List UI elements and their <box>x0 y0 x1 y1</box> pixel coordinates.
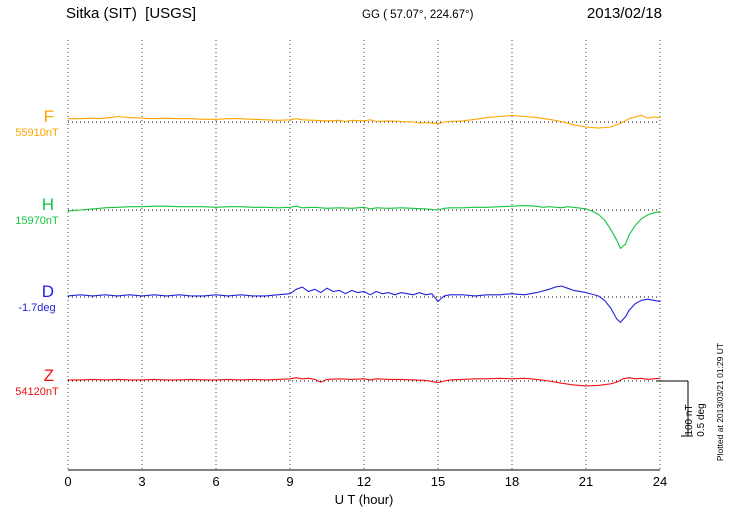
x-tick-label: 18 <box>505 474 519 489</box>
x-tick-label: 9 <box>286 474 293 489</box>
channel-label-z: Z <box>43 366 54 385</box>
x-tick-label: 0 <box>64 474 71 489</box>
x-tick-label: 15 <box>431 474 445 489</box>
trace-d <box>67 285 661 323</box>
x-tick-label: 21 <box>579 474 593 489</box>
channel-label-d: D <box>41 282 54 301</box>
plotted-at-note: Plotted at 2013/03/21 01:29 UT <box>715 342 725 462</box>
station-title: Sitka (SIT) [USGS] <box>66 5 197 22</box>
channel-baseline-value-f: 55910nT <box>15 127 59 139</box>
channel-baseline-value-z: 54120nT <box>15 386 59 398</box>
x-tick-label: 12 <box>357 474 371 489</box>
channel-label-h: H <box>41 195 54 214</box>
scalebar-deg-label: 0.5 deg <box>696 403 707 437</box>
x-axis-label: U T (hour) <box>334 492 394 507</box>
x-tick-label: 3 <box>138 474 145 489</box>
channel-baseline-value-h: 15970nT <box>15 215 59 227</box>
geographic-coords: GG ( 57.07°, 224.67°) <box>362 9 474 21</box>
trace-h <box>67 205 661 250</box>
scalebar-nt-label: 100 nT <box>684 404 695 436</box>
channel-label-f: F <box>43 107 54 126</box>
trace-f <box>67 114 661 129</box>
x-tick-label: 6 <box>212 474 219 489</box>
channel-baseline-value-d: -1.7deg <box>18 302 56 314</box>
plot-date: 2013/02/18 <box>586 5 662 22</box>
x-tick-label: 24 <box>653 474 667 489</box>
trace-z <box>67 377 661 387</box>
